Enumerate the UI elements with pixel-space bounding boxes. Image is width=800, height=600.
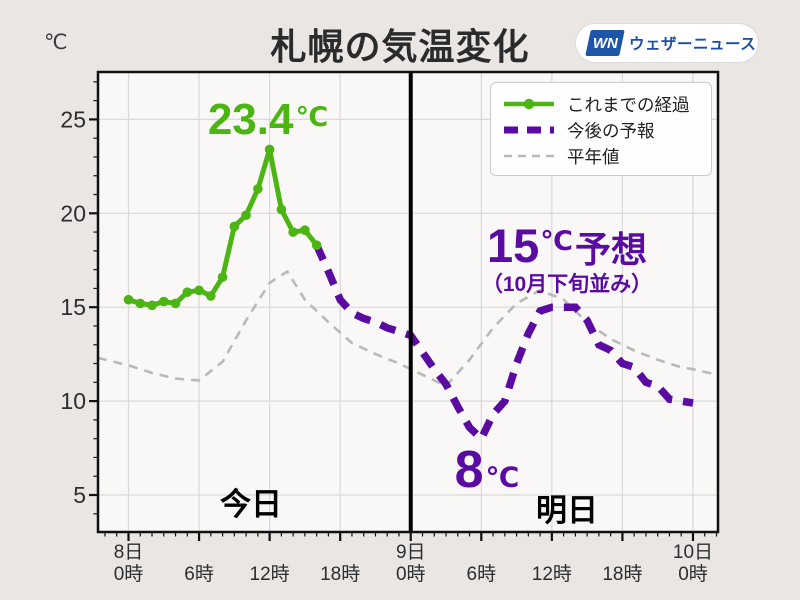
y-axis-unit-label: ℃	[44, 31, 68, 54]
peak-temperature-annotation: 23.4℃	[207, 95, 329, 144]
legend-label-normal: 平年値	[567, 146, 620, 167]
y-axis-labels: 5 10 15 20 25	[60, 106, 86, 508]
svg-text:12時: 12時	[250, 563, 290, 585]
plot-frame	[96, 70, 720, 534]
logo-brand-text: ウェザーニュース	[629, 36, 757, 53]
svg-text:5: 5	[73, 482, 86, 508]
weathernews-logo: WN ウェザーニュース	[576, 24, 758, 62]
forecast-high-annotation: 15℃予想	[487, 219, 647, 272]
svg-text:6時: 6時	[467, 563, 497, 585]
tomorrow-label: 明日	[536, 493, 598, 528]
legend-item-forecast: 今後の予報	[503, 117, 711, 143]
svg-text:18時: 18時	[320, 563, 360, 585]
forecast-note-annotation: （10月下旬並み）	[481, 273, 653, 296]
legend-item-normal: 平年値	[503, 143, 711, 169]
axis-ticks	[89, 81, 718, 541]
svg-text:12時: 12時	[532, 563, 572, 585]
svg-text:15: 15	[60, 294, 86, 320]
page-title: 札幌の気温変化	[270, 26, 530, 67]
svg-text:20: 20	[60, 200, 86, 226]
chart-legend: これまでの経過 今後の予報 平年値	[490, 82, 712, 176]
thin-dashed-line-icon	[504, 154, 554, 158]
legend-label-forecast: 今後の予報	[567, 120, 655, 141]
series-past-line	[123, 144, 322, 311]
thick-dashed-line-icon	[504, 126, 554, 134]
today-label: 今日	[220, 487, 282, 522]
series-forecast-line	[313, 243, 694, 445]
svg-text:18時: 18時	[602, 563, 642, 585]
svg-text:25: 25	[60, 106, 86, 132]
svg-text:10: 10	[60, 388, 86, 414]
forecast-low-annotation: 8℃	[454, 441, 520, 499]
x-axis-labels: 8日 0時 6時 12時 18時 9日 0時 6時 12時 18時 10日 0時	[114, 542, 713, 585]
svg-text:6時: 6時	[184, 563, 214, 585]
solid-line-with-marker-icon	[504, 98, 554, 110]
legend-label-past: これまでの経過	[567, 94, 690, 115]
legend-item-past: これまでの経過	[503, 91, 711, 117]
